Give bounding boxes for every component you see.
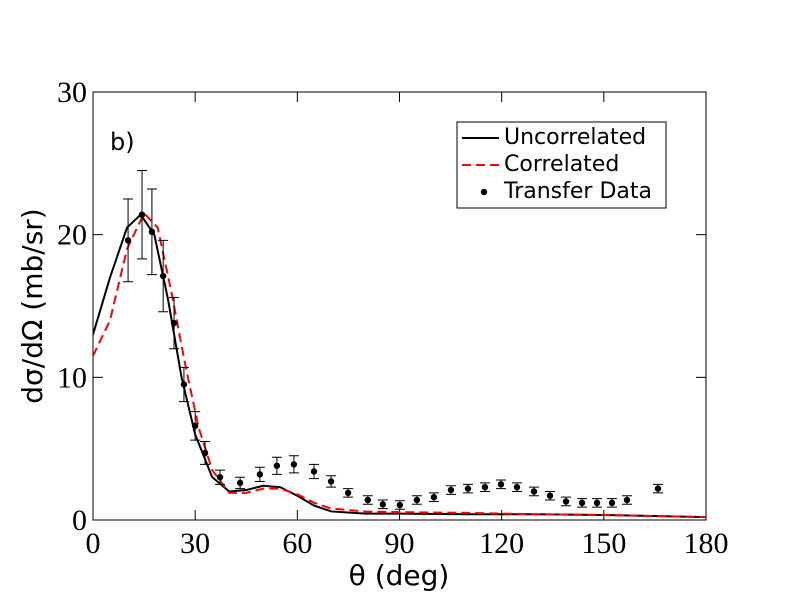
- x-tick-label: 30: [180, 527, 210, 560]
- data-point: [159, 272, 167, 280]
- data-point: [593, 499, 601, 507]
- x-tick-label: 150: [581, 527, 626, 560]
- legend-marker: [480, 188, 488, 196]
- data-point: [344, 489, 352, 497]
- data-point: [497, 481, 505, 488]
- x-tick-label: 0: [86, 527, 101, 560]
- data-point: [654, 485, 662, 492]
- legend-label: Transfer Data: [503, 179, 652, 204]
- x-tick-label: 120: [479, 527, 524, 560]
- data-point: [180, 381, 188, 388]
- data-point: [379, 501, 387, 508]
- data-point: [364, 496, 372, 504]
- y-tick-label: 0: [72, 504, 87, 537]
- data-point: [578, 499, 586, 507]
- data-point: [170, 319, 178, 327]
- data-point: [396, 501, 404, 509]
- data-point: [256, 471, 264, 478]
- data-point: [481, 483, 489, 491]
- annotation: b): [110, 128, 135, 156]
- data-point: [413, 496, 421, 504]
- data-point: [201, 449, 209, 457]
- y-tick-label: 10: [57, 361, 87, 394]
- x-tick-label: 60: [282, 527, 312, 560]
- data-point: [447, 486, 455, 494]
- data-point: [546, 492, 554, 499]
- y-tick-label: 20: [57, 219, 87, 252]
- data-point: [430, 493, 438, 501]
- data-point: [148, 228, 156, 236]
- data-point: [513, 483, 521, 491]
- y-tick-label: 30: [57, 76, 87, 109]
- data-point: [236, 479, 244, 487]
- data-point: [124, 237, 132, 244]
- x-tick-label: 90: [385, 527, 415, 560]
- line: [93, 213, 706, 519]
- data-point: [530, 488, 538, 495]
- x-axis-label: θ (deg): [349, 559, 450, 592]
- line: [93, 211, 706, 519]
- data-point: [327, 478, 335, 485]
- data-point: [464, 485, 472, 492]
- legend-label: Uncorrelated: [504, 125, 646, 150]
- data-point: [273, 462, 281, 469]
- x-tick-label: 180: [684, 527, 729, 560]
- data-point: [562, 498, 570, 505]
- y-axis-label: dσ/dΩ (mb/sr): [16, 208, 49, 403]
- data-point: [623, 496, 631, 504]
- data-point: [191, 422, 199, 430]
- data-point: [216, 474, 224, 481]
- plot-area: [93, 169, 706, 519]
- data-point: [310, 468, 318, 475]
- data-point: [290, 461, 298, 468]
- data-point: [608, 499, 616, 507]
- data-point: [138, 211, 146, 218]
- legend-label: Correlated: [504, 152, 619, 177]
